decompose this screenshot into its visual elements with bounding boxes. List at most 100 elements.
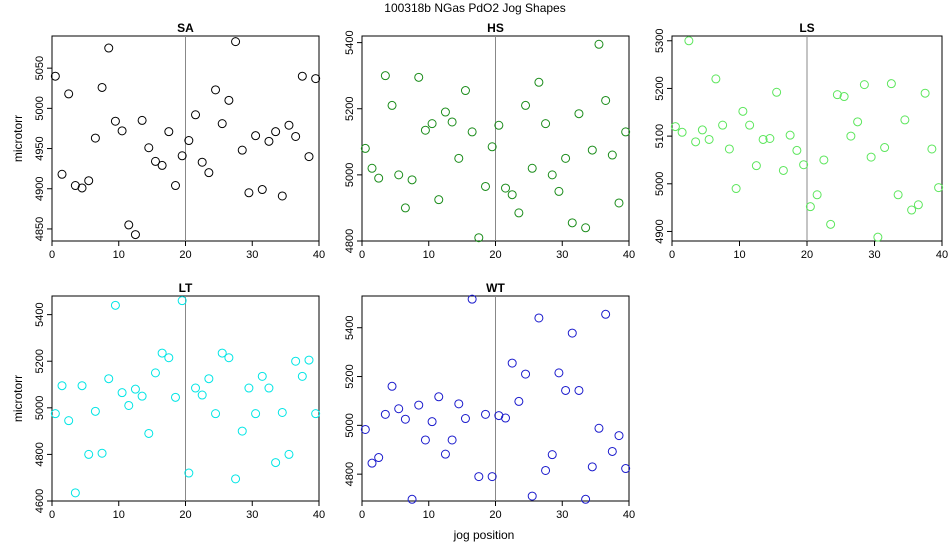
y-tick-label: 4800 — [34, 442, 46, 466]
data-point — [587, 462, 597, 472]
y-tick-label: 5300 — [654, 29, 666, 53]
data-point — [745, 120, 755, 130]
data-point — [217, 348, 227, 358]
data-point — [311, 74, 321, 84]
data-point — [64, 89, 74, 99]
data-point — [460, 414, 470, 424]
data-point — [711, 74, 721, 84]
data-point — [621, 127, 631, 137]
data-point — [400, 203, 410, 213]
data-point — [614, 431, 624, 441]
data-point — [480, 409, 490, 419]
data-point — [57, 169, 67, 179]
data-point — [934, 183, 944, 193]
data-point — [264, 136, 274, 146]
data-point — [237, 426, 247, 436]
data-point — [440, 107, 450, 117]
data-point — [547, 170, 557, 180]
data-point — [191, 383, 201, 393]
data-point — [785, 130, 795, 140]
x-tick-label: 0 — [49, 509, 55, 521]
x-tick-label: 30 — [868, 249, 880, 261]
data-point — [920, 88, 930, 98]
data-point — [480, 181, 490, 191]
x-tick-label: 30 — [246, 509, 258, 521]
data-point — [367, 163, 377, 173]
data-point — [387, 100, 397, 110]
x-tick-label: 10 — [113, 509, 125, 521]
data-point — [407, 494, 417, 504]
data-point — [434, 392, 444, 402]
y-tick-label: 5200 — [344, 364, 356, 388]
data-point — [587, 145, 597, 155]
data-point — [913, 200, 923, 210]
x-tick-label: 40 — [623, 509, 635, 521]
data-point — [394, 170, 404, 180]
data-point — [534, 77, 544, 87]
data-point — [97, 448, 107, 458]
y-tick-label: 4600 — [34, 489, 46, 513]
y-tick-label: 4800 — [344, 462, 356, 486]
data-point — [277, 407, 287, 417]
data-point — [374, 173, 384, 183]
y-tick-label: 5400 — [344, 315, 356, 339]
data-point — [554, 368, 564, 378]
data-point — [487, 472, 497, 482]
data-point — [184, 468, 194, 478]
data-point — [561, 153, 571, 163]
data-point — [697, 125, 707, 135]
data-point — [819, 155, 829, 165]
y-tick-label: 5200 — [344, 96, 356, 120]
data-point — [514, 208, 524, 218]
data-point — [110, 116, 120, 126]
data-point — [244, 383, 254, 393]
y-tick-label: 5400 — [34, 302, 46, 326]
x-tick-label: 40 — [313, 509, 325, 521]
data-point — [57, 381, 67, 391]
data-point — [124, 400, 134, 410]
data-point — [447, 435, 457, 445]
data-point — [367, 458, 377, 468]
data-point — [792, 145, 802, 155]
x-tick-label: 20 — [489, 509, 501, 521]
data-point — [414, 72, 424, 82]
data-point — [467, 294, 477, 304]
data-point — [420, 435, 430, 445]
data-point — [231, 474, 241, 484]
data-point — [197, 390, 207, 400]
data-point — [893, 190, 903, 200]
data-point — [211, 85, 221, 95]
data-point — [387, 381, 397, 391]
data-point — [607, 150, 617, 160]
x-tick-label: 0 — [359, 249, 365, 261]
panel-wt: WT 0 10 20 30 40 4800 5000 5200 5400 — [344, 281, 635, 521]
data-point — [191, 110, 201, 120]
x-tick-label: 30 — [556, 249, 568, 261]
data-point — [614, 198, 624, 208]
data-point — [157, 160, 167, 170]
x-tick-label: 40 — [623, 249, 635, 261]
data-point — [90, 133, 100, 143]
y-tick-label: 5400 — [344, 30, 356, 54]
data-point — [541, 119, 551, 129]
data-point — [157, 348, 167, 358]
data-point — [271, 127, 281, 137]
data-point — [670, 122, 680, 132]
data-point — [601, 309, 611, 319]
panel-ls: LS 0 10 20 30 40 4900 5000 5100 5200 5300 — [654, 21, 948, 261]
x-tick-label: 40 — [936, 249, 948, 261]
data-point — [117, 126, 127, 136]
figure-title: 100318b NGas PdO2 Jog Shapes — [384, 1, 565, 15]
data-point — [231, 37, 241, 47]
data-point — [304, 152, 314, 162]
data-point — [374, 453, 384, 463]
data-point — [677, 127, 687, 137]
y-axis-label: microtorr — [11, 115, 25, 162]
data-point — [527, 491, 537, 501]
data-point — [607, 446, 617, 456]
data-point — [110, 300, 120, 310]
data-point — [474, 472, 484, 482]
data-point — [204, 374, 214, 384]
data-point — [454, 399, 464, 409]
data-point — [554, 186, 564, 196]
